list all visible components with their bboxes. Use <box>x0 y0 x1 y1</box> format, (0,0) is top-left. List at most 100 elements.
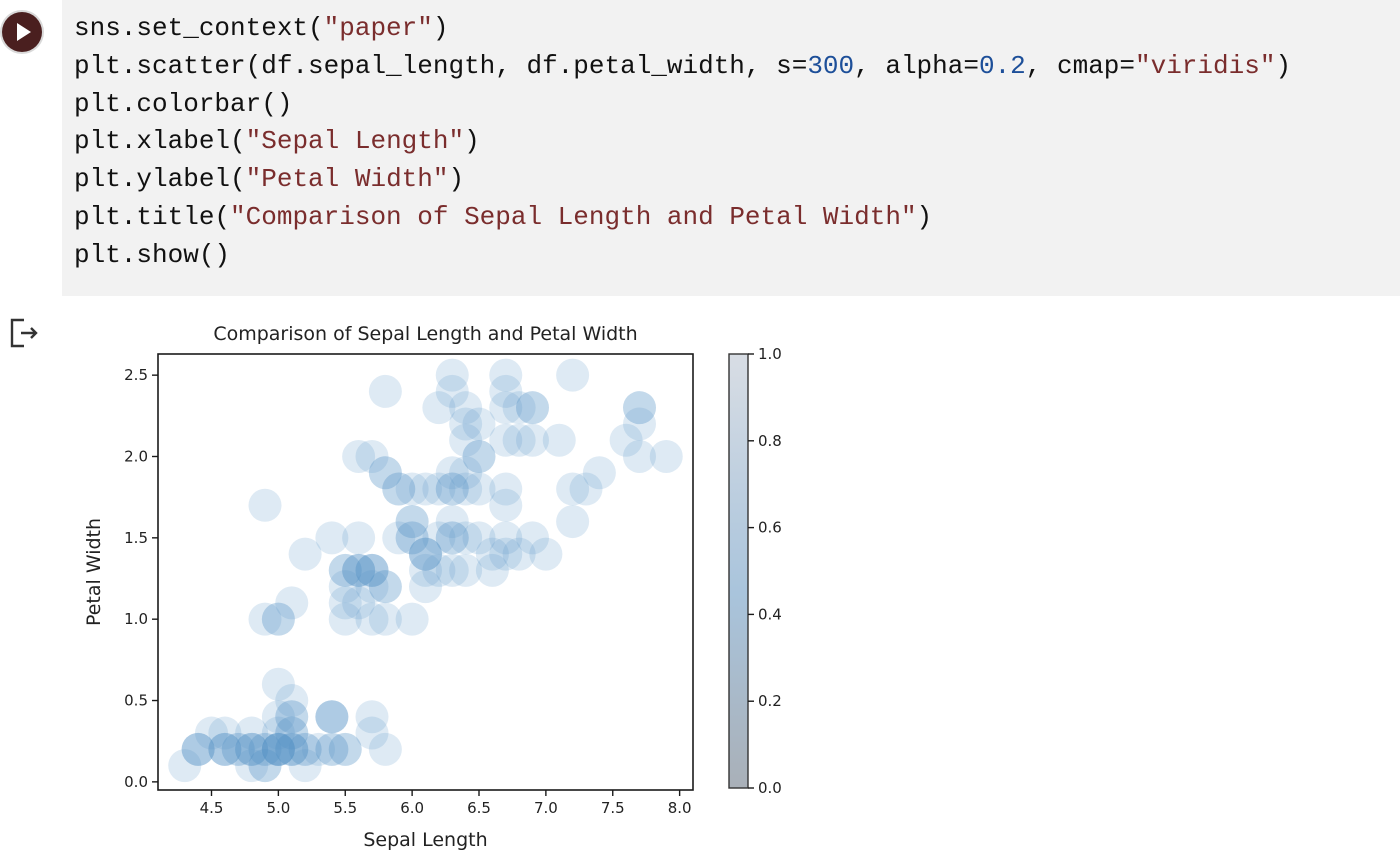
code-token: "paper" <box>323 13 433 43</box>
scatter-point <box>409 472 442 506</box>
scatter-point <box>382 472 416 506</box>
scatter-point <box>422 472 456 506</box>
scatter-point <box>248 488 282 522</box>
x-tick-label: 7.0 <box>534 799 558 817</box>
scatter-point <box>449 553 483 587</box>
scatter-point <box>261 602 295 636</box>
y-tick-label: 0.0 <box>124 773 148 791</box>
scatter-point <box>395 505 429 539</box>
scatter-point <box>422 391 456 425</box>
scatter-point <box>355 602 389 636</box>
scatter-point <box>315 700 349 734</box>
code-token: plt.show() <box>74 239 231 270</box>
y-tick-label: 0.5 <box>124 692 148 710</box>
scatter-point <box>275 716 309 750</box>
scatter-point <box>449 423 483 457</box>
scatter-point <box>248 749 282 783</box>
scatter-point <box>248 602 282 636</box>
scatter-point <box>449 407 483 441</box>
colorbar-tick-label: 1.0 <box>758 345 782 363</box>
x-axis-label: Sepal Length <box>363 829 487 851</box>
colorbar-tick-label: 0.4 <box>758 605 782 623</box>
scatter-point <box>328 553 362 587</box>
scatter-point <box>475 537 509 571</box>
scatter-point <box>516 521 549 555</box>
scatter-point <box>288 749 322 783</box>
scatter-point <box>208 732 242 766</box>
colorbar-tick-label: 0.8 <box>758 432 782 450</box>
scatter-point <box>261 732 295 766</box>
scatter-point <box>435 472 469 506</box>
scatter-point <box>275 700 309 734</box>
scatter-point <box>261 700 295 734</box>
scatter-point <box>355 439 389 473</box>
code-token: "viridis" <box>1135 50 1276 81</box>
scatter-point <box>355 716 389 750</box>
scatter-point <box>649 439 683 473</box>
scatter-point <box>489 472 523 506</box>
code-token: plt.ylabel( <box>74 164 246 195</box>
scatter-point <box>368 374 402 408</box>
scatter-point <box>235 732 269 766</box>
scatter-point <box>275 586 309 620</box>
scatter-point <box>462 472 496 506</box>
scatter-point <box>328 553 362 587</box>
code-token: 300 <box>807 50 855 81</box>
x-tick-label: 6.5 <box>467 799 491 817</box>
y-axis-label: Petal Width <box>83 518 105 626</box>
x-tick-label: 5.0 <box>266 799 290 817</box>
scatter-point <box>435 505 469 539</box>
scatter-point <box>489 358 523 392</box>
scatter-point <box>168 749 202 783</box>
scatter-point <box>502 391 536 425</box>
y-tick-label: 1.5 <box>124 529 148 547</box>
scatter-point <box>395 521 429 555</box>
scatter-point <box>422 553 456 587</box>
code-cell: sns.set_context("paper") plt.scatter(df.… <box>0 0 1400 296</box>
scatter-point <box>623 439 656 473</box>
scatter-point <box>582 456 616 490</box>
scatter-point <box>261 732 295 766</box>
scatter-point <box>435 521 469 555</box>
scatter-point <box>261 602 295 636</box>
scatter-point <box>609 423 643 457</box>
scatter-point <box>342 439 376 473</box>
scatter-point <box>235 749 269 783</box>
scatter-point <box>502 537 536 571</box>
code-line: plt.xlabel("Sepal Length") <box>74 126 480 156</box>
code-editor[interactable]: sns.set_context("paper") plt.scatter(df.… <box>62 0 1400 296</box>
scatter-point <box>409 570 442 604</box>
scatter-point <box>435 521 469 555</box>
scatter-point <box>435 456 469 490</box>
x-tick-label: 8.0 <box>668 799 692 817</box>
scatter-point <box>355 553 389 587</box>
scatter-point <box>342 586 376 620</box>
scatter-point <box>275 684 309 718</box>
scatter-point <box>248 749 282 783</box>
scatter-point <box>449 391 483 425</box>
scatter-point <box>208 732 242 766</box>
code-text[interactable]: sns.set_context("paper") plt.scatter(df.… <box>74 10 1291 275</box>
output-arrow-icon[interactable] <box>8 316 42 350</box>
scatter-point <box>235 732 269 766</box>
code-line: plt.scatter(df.sepal_length, df.petal_wi… <box>74 51 1291 81</box>
x-tick-label: 7.5 <box>601 799 625 817</box>
scatter-point <box>489 391 523 425</box>
scatter-point <box>449 456 483 490</box>
scatter-point <box>368 570 402 604</box>
scatter-point <box>489 488 523 522</box>
colorbar-tick-label: 0.6 <box>758 519 782 537</box>
scatter-point <box>449 472 483 506</box>
code-line: sns.set_context("paper") <box>74 13 448 43</box>
scatter-point <box>435 358 469 392</box>
scatter-point <box>623 391 656 425</box>
scatter-point <box>409 537 442 571</box>
scatter-point <box>261 732 295 766</box>
run-cell-button[interactable] <box>2 12 42 52</box>
x-tick-label: 4.5 <box>200 799 224 817</box>
scatter-point <box>342 553 376 587</box>
scatter-point <box>623 391 656 425</box>
scatter-point <box>275 732 309 766</box>
code-token: , cmap= <box>1025 50 1135 81</box>
code-line: plt.show() <box>74 240 230 270</box>
